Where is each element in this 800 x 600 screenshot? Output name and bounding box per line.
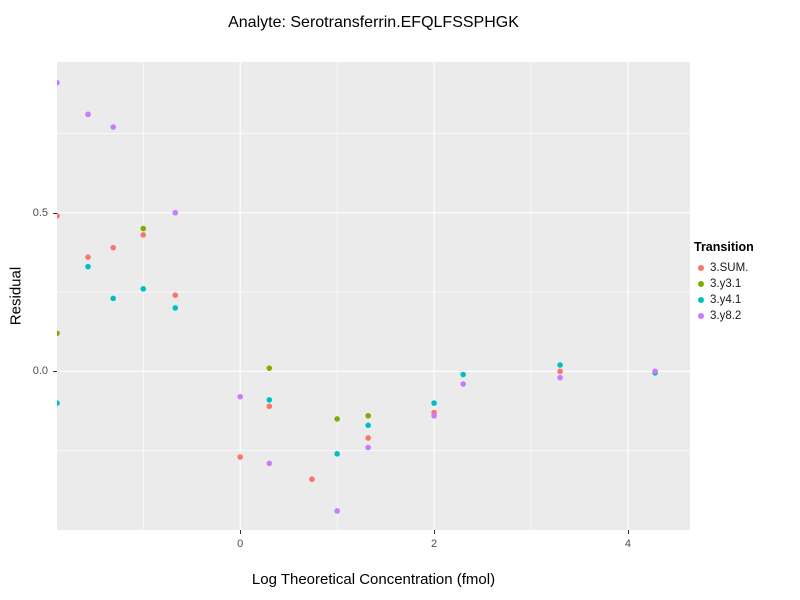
data-point [140,286,147,292]
data-point [57,213,60,219]
data-point [57,400,60,406]
x-axis-title: Log Theoretical Concentration (fmol) [251,571,496,588]
data-point [140,225,147,232]
legend-label: 3.y4.1 [710,294,742,306]
plot-panel [57,62,690,530]
data-point [172,292,179,299]
data-point [237,393,244,400]
data-point [460,381,466,387]
x-tick-mark [434,530,436,534]
data-point [172,209,179,216]
data-point [365,412,371,419]
data-point [557,368,563,375]
legend: Transition 3.SUM. 3.y3.1 3.y4.1 3.y8.2 [694,240,754,324]
chart-title: Analyte: Serotransferrin.EFQLFSSPHGK [228,14,519,31]
data-point [334,416,340,422]
data-point [266,403,273,410]
data-point [266,460,273,467]
data-point [334,508,340,514]
legend-label: 3.SUM. [710,262,749,274]
legend-dot [698,297,704,303]
data-point [266,397,273,403]
legend-item: 3.SUM. [694,260,754,276]
x-tick-mark [627,530,629,534]
data-point [334,451,340,457]
data-point [266,365,273,371]
legend-item: 3.y3.1 [694,276,754,292]
legend-label: 3.y8.2 [710,310,742,322]
data-point [57,330,60,337]
data-point [85,254,91,260]
data-point [85,263,91,270]
y-tick-mark [53,212,57,214]
data-point [365,444,371,451]
legend-item: 3.y8.2 [694,308,754,324]
y-tick-mark [53,371,57,373]
legend-dot [698,313,704,319]
data-point [365,422,371,429]
legend-title: Transition [694,240,754,254]
data-point [110,244,117,251]
y-tick-label: 0.5 [32,206,48,219]
legend-label: 3.y3.1 [710,278,742,290]
data-point [460,371,466,378]
legend-dot [698,265,704,271]
y-tick-label: 0.0 [32,365,48,378]
data-point [110,295,117,302]
data-point [557,374,563,381]
legend-item: 3.y4.1 [694,292,754,308]
data-point [85,111,91,118]
data-point [365,435,371,441]
data-point [237,454,244,460]
x-tick-mark [240,530,242,534]
data-point [140,232,147,238]
x-tick-label: 2 [431,538,438,550]
x-tick-label: 4 [624,538,632,550]
data-point [431,400,437,406]
data-point [652,368,658,375]
legend-dot [698,281,704,287]
data-point [431,412,437,419]
data-point [110,124,117,130]
data-point [172,305,179,311]
data-point [557,362,563,368]
data-point [57,79,60,86]
data-point [309,476,315,483]
y-axis-title: Residual [7,266,25,326]
x-tick-label: 0 [237,538,244,550]
scatter-plot [57,62,690,530]
